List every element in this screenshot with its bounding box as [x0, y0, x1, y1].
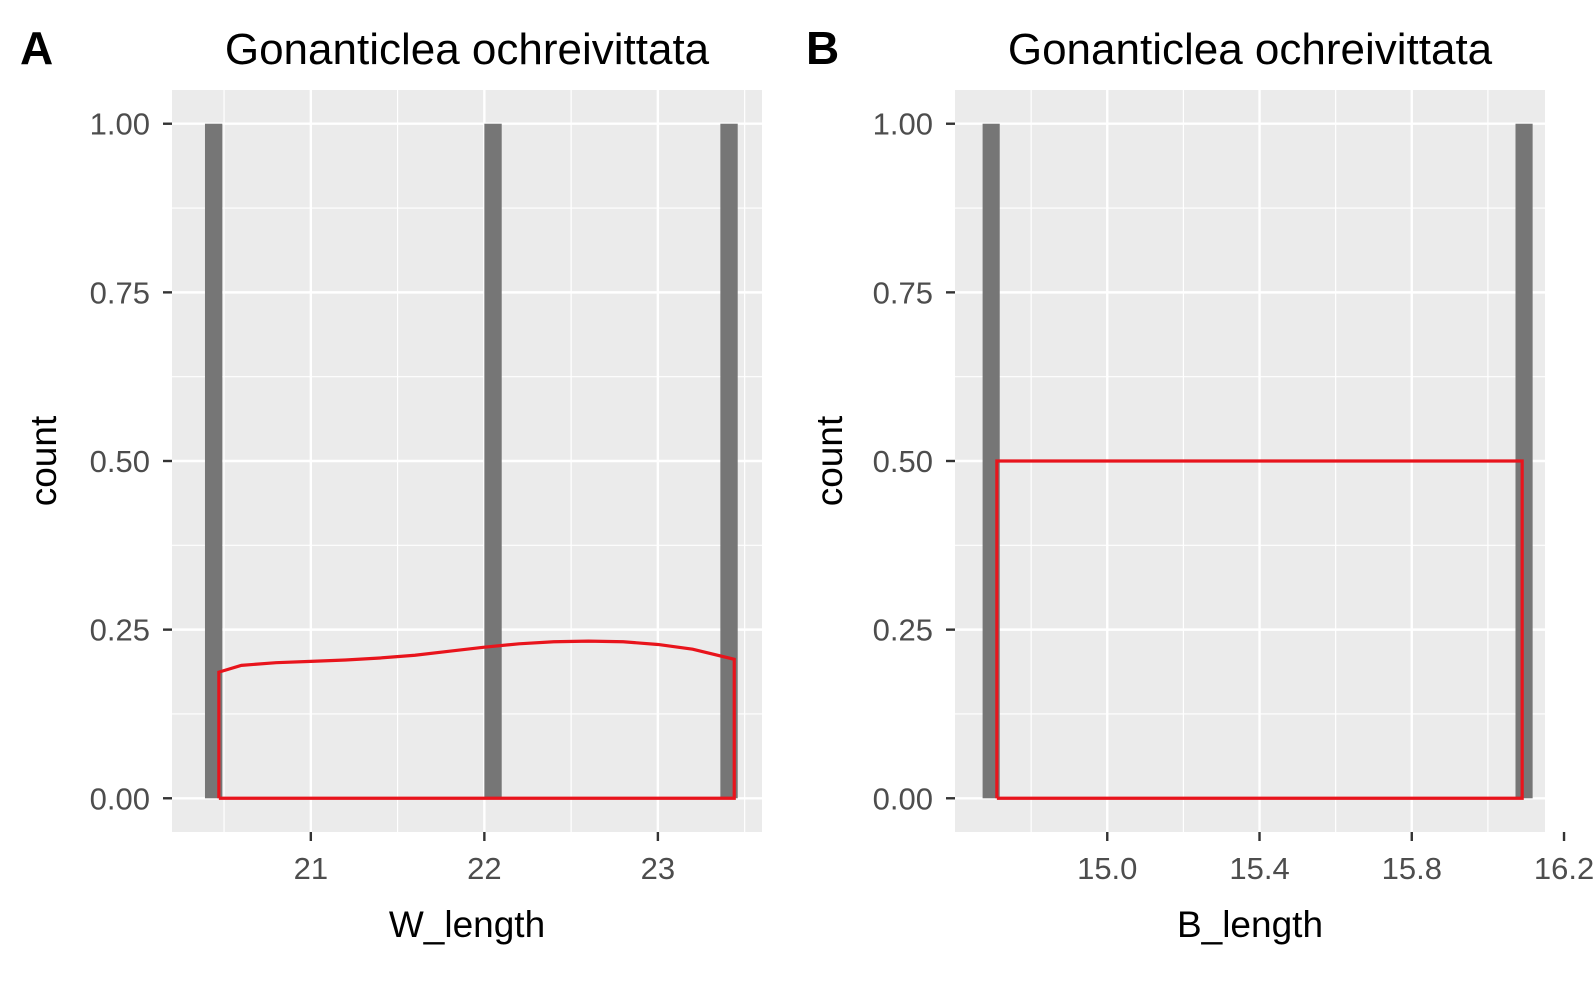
chart-title: Gonanticlea ochreivittata [225, 25, 710, 74]
histogram-bar [720, 123, 738, 799]
x-tick-label: 16.2 [1534, 851, 1593, 886]
y-tick-label: 0.75 [90, 275, 150, 310]
y-tick-label: 1.00 [90, 107, 150, 142]
x-axis-title: B_length [1177, 904, 1323, 945]
y-axis-title: count [809, 415, 850, 506]
density-curve [217, 639, 736, 800]
panel-b: 0.00 0.25 0.50 0.75 1.00 15.0 15.4 15.8 16.2 B_le… [806, 22, 1593, 945]
y-tick-label: 0.25 [873, 613, 933, 648]
y-tick-label: 0.00 [873, 781, 933, 816]
y-tick-label: 1.00 [873, 107, 933, 142]
x-tick-label: 22 [467, 851, 501, 886]
y-tick-label: 0.50 [90, 444, 150, 479]
density-curve [995, 459, 1524, 800]
panel-label: A [20, 22, 53, 74]
y-axis-title: count [23, 415, 64, 506]
x-tick-label: 15.4 [1229, 851, 1289, 886]
x-tick-label: 21 [294, 851, 328, 886]
panel-a: 0.00 0.25 0.50 0.75 1.00 21 22 23 W_length count G… [20, 22, 762, 945]
y-tick-label: 0.00 [90, 781, 150, 816]
x-tick-label: 15.8 [1382, 851, 1442, 886]
x-tick-label: 23 [641, 851, 675, 886]
y-tick-label: 0.50 [873, 444, 933, 479]
histogram-bar [484, 123, 502, 799]
y-tick-label: 0.25 [90, 613, 150, 648]
chart-title: Gonanticlea ochreivittata [1008, 25, 1493, 74]
histogram-bar [1515, 123, 1533, 799]
x-axis-title: W_length [389, 904, 545, 945]
y-tick-label: 0.75 [873, 275, 933, 310]
histogram-bar [204, 123, 223, 799]
panel-label: B [806, 22, 839, 74]
x-tick-label: 15.0 [1077, 851, 1137, 886]
